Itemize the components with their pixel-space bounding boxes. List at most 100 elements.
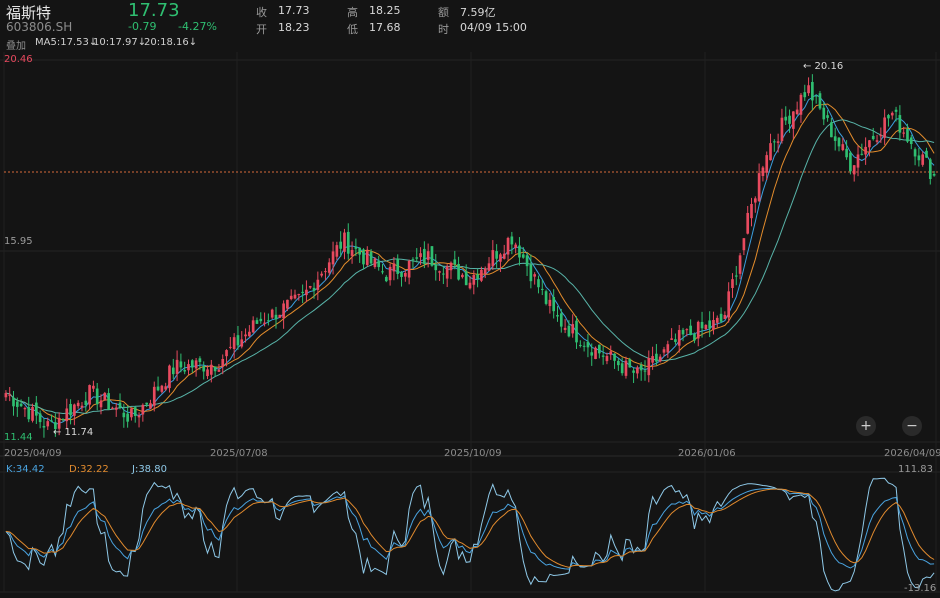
candle-body (681, 329, 685, 335)
candle-body (50, 420, 53, 422)
candle-body (42, 425, 46, 428)
kdj-k-value: K:34.42 (6, 464, 45, 475)
candle-body (518, 245, 521, 258)
candle-body (278, 314, 282, 318)
candle-body (430, 246, 434, 266)
candle-body (411, 259, 415, 261)
candle-body (415, 257, 419, 259)
zoom-in-button[interactable]: + (856, 416, 876, 436)
kline-chart[interactable] (0, 52, 940, 598)
candle-body (190, 360, 194, 368)
last-price: 17.73 (128, 0, 180, 21)
candle-body (719, 313, 723, 322)
candle-body (88, 385, 91, 405)
ma5-value: MA5:17.53↓ (35, 37, 98, 48)
candle-body (575, 320, 578, 343)
candle-body (491, 250, 495, 267)
candle-body (658, 356, 662, 362)
candle-body (407, 260, 411, 278)
candle-body (887, 115, 890, 119)
candle-body (772, 141, 776, 143)
candle-body (35, 402, 38, 416)
candle-body (335, 245, 339, 257)
candle-body (795, 109, 799, 115)
candle-body (529, 264, 533, 282)
candle-body (213, 366, 217, 372)
candle-body (251, 320, 255, 333)
candle-body (209, 364, 213, 375)
candle-body (833, 136, 837, 141)
candle-body (57, 417, 61, 429)
candle-body (327, 262, 331, 273)
candle-body (909, 137, 913, 145)
candle-body (712, 319, 715, 330)
candle-body (807, 85, 810, 94)
candle-body (476, 274, 479, 280)
candle-body (130, 408, 133, 418)
candle-body (636, 367, 639, 374)
candle-body (567, 325, 571, 337)
candle-body (677, 330, 681, 346)
candle-body (723, 315, 727, 320)
overlay-button[interactable]: 叠加 (6, 41, 26, 52)
stock-code: 603806.SH (6, 20, 73, 34)
candle-body (814, 95, 818, 97)
candle-body (487, 263, 491, 271)
candle-body (864, 146, 867, 155)
candle-body (103, 392, 107, 401)
candle-body (175, 359, 179, 374)
candle-body (31, 407, 34, 421)
candle-body (38, 413, 42, 423)
candle-body (95, 388, 99, 405)
candle-body (898, 115, 902, 133)
candle-body (316, 279, 320, 290)
candle-body (480, 269, 483, 281)
candle-body (293, 294, 297, 299)
candle-body (343, 232, 346, 252)
high-label: 高 (347, 6, 358, 19)
candle-body (559, 313, 563, 327)
candle-body (521, 254, 525, 258)
candle-body (156, 386, 160, 391)
kdj-d-value: D:32.22 (69, 464, 109, 475)
candle-body (571, 324, 575, 334)
zoom-out-button[interactable]: − (902, 416, 922, 436)
candle-body (324, 271, 327, 273)
candle-body (856, 154, 860, 168)
candle-body (84, 400, 88, 406)
candle-body (312, 287, 316, 291)
candle-body (61, 419, 65, 421)
time-value: 04/09 15:00 (460, 21, 527, 34)
candle-body (320, 273, 323, 276)
price-change-percent: -4.27% (178, 20, 217, 33)
candle-body (426, 251, 430, 260)
candle-body (837, 137, 841, 147)
candle-body (289, 295, 293, 300)
candle-body (647, 357, 651, 376)
candle-body (419, 253, 422, 258)
candle-body (240, 339, 244, 347)
candle-body (168, 365, 171, 389)
candle-body (270, 309, 274, 318)
candle-body (792, 111, 795, 129)
candle-body (282, 303, 285, 319)
candle-body (46, 421, 50, 427)
candle-body (384, 276, 388, 282)
candle-body (811, 81, 814, 101)
candle-body (628, 359, 632, 368)
candle-body (849, 152, 852, 172)
candle-body (8, 394, 12, 396)
candle-body (263, 322, 266, 324)
candle-body (502, 253, 506, 259)
candle-body (286, 299, 289, 309)
candle-body (403, 272, 407, 277)
candle-body (693, 333, 696, 341)
candle-body (803, 92, 807, 98)
candle-body (301, 291, 304, 294)
candle-body (689, 325, 692, 336)
candle-body (609, 351, 613, 355)
candle-body (757, 173, 761, 202)
candle-body (149, 403, 152, 409)
candle-body (913, 149, 917, 157)
candle-body (396, 258, 400, 274)
